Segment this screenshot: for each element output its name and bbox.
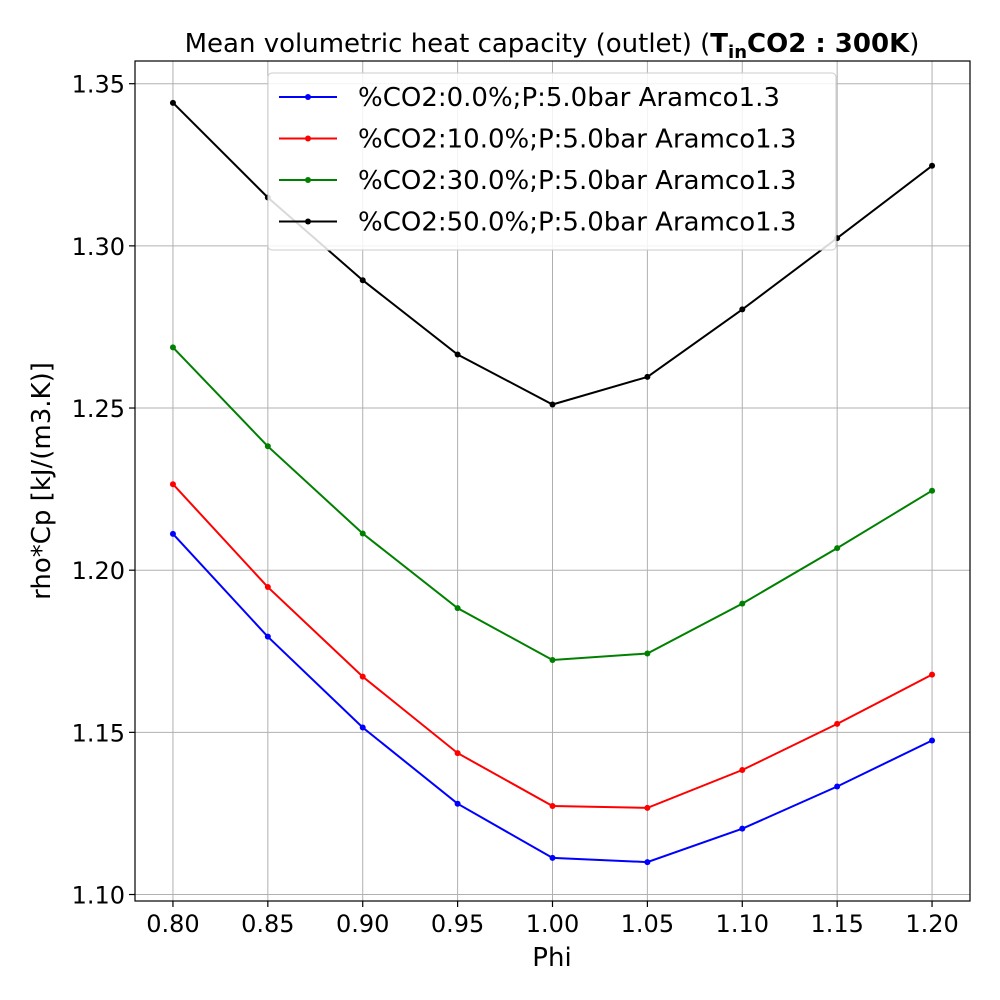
- series-2: [169, 344, 936, 664]
- series-0: [169, 530, 936, 866]
- legend-label: %CO2:10.0%;P:5.0bar Aramco1.3: [358, 125, 796, 155]
- y-tick-label: 1.30: [72, 233, 125, 261]
- legend-item: %CO2:50.0%;P:5.0bar Aramco1.3: [279, 208, 796, 238]
- series-1: [169, 481, 936, 811]
- data-point: [644, 373, 651, 380]
- data-point: [454, 750, 461, 757]
- chart-title-bold-main: T: [710, 29, 728, 59]
- data-point: [834, 545, 841, 552]
- data-point: [644, 650, 651, 657]
- data-point: [644, 859, 651, 866]
- data-point: [264, 633, 271, 640]
- data-point: [644, 804, 651, 811]
- x-tick-label: 0.90: [336, 910, 389, 938]
- x-tick-label: 1.05: [621, 910, 674, 938]
- data-point: [454, 351, 461, 358]
- data-point: [549, 854, 556, 861]
- legend-label: %CO2:50.0%;P:5.0bar Aramco1.3: [358, 208, 796, 238]
- legend-label: %CO2:30.0%;P:5.0bar Aramco1.3: [358, 166, 796, 196]
- data-point: [834, 720, 841, 727]
- data-point: [169, 481, 176, 488]
- legend: %CO2:0.0%;P:5.0bar Aramco1.3 %CO2:10.0%;P…: [267, 72, 837, 251]
- y-tick-label: 1.35: [72, 71, 125, 99]
- legend-marker: [305, 94, 311, 100]
- axis-ticks: 0.80 0.85 0.90 0.95 1.00 1.05 1.10 1.15 1.20 1.10…: [72, 71, 959, 938]
- data-point: [169, 344, 176, 351]
- data-point: [454, 605, 461, 612]
- chart-title-bold-rest: CO2 : 300K: [747, 29, 910, 59]
- chart-title-suffix: ): [909, 29, 919, 59]
- chart-title-bold-sub: in: [728, 42, 747, 63]
- x-tick-label: 0.85: [241, 910, 294, 938]
- data-point: [739, 825, 746, 832]
- chart-title: Mean volumetric heat capacity (outlet) (…: [185, 29, 920, 63]
- data-point: [739, 306, 746, 313]
- legend-marker: [305, 135, 311, 142]
- legend-label: %CO2:0.0%;P:5.0bar Aramco1.3: [358, 83, 780, 113]
- data-point: [929, 487, 936, 494]
- x-tick-label: 1.20: [905, 910, 958, 938]
- data-point: [549, 401, 556, 408]
- data-point: [549, 657, 556, 664]
- x-tick-label: 0.80: [146, 910, 199, 938]
- legend-marker: [305, 218, 311, 225]
- chart-title-prefix: Mean volumetric heat capacity (outlet) (: [185, 29, 711, 59]
- y-tick-label: 1.25: [72, 395, 125, 423]
- data-point: [834, 783, 841, 790]
- y-tick-label: 1.10: [72, 882, 125, 910]
- data-point: [359, 724, 366, 731]
- x-axis-label: Phi: [532, 943, 571, 973]
- data-point: [929, 737, 936, 744]
- legend-box: [267, 72, 837, 251]
- data-point: [739, 600, 746, 607]
- y-axis-label: rho*Cp [kJ/(m3.K)]: [27, 362, 57, 600]
- legend-item: %CO2:0.0%;P:5.0bar Aramco1.3: [279, 83, 780, 113]
- legend-item: %CO2:10.0%;P:5.0bar Aramco1.3: [279, 125, 796, 155]
- data-point: [264, 584, 271, 591]
- data-point: [359, 673, 366, 680]
- data-point: [929, 162, 936, 169]
- x-tick-label: 1.15: [810, 910, 863, 938]
- data-point: [169, 530, 176, 537]
- data-point: [454, 800, 461, 807]
- x-tick-label: 1.10: [716, 910, 769, 938]
- data-point: [929, 671, 936, 678]
- data-point: [359, 277, 366, 284]
- series-layer: [169, 99, 936, 866]
- data-point: [739, 766, 746, 773]
- legend-item: %CO2:30.0%;P:5.0bar Aramco1.3: [279, 166, 796, 196]
- legend-marker: [305, 177, 311, 183]
- x-tick-label: 1.00: [526, 910, 579, 938]
- y-tick-label: 1.20: [72, 557, 125, 585]
- data-point: [264, 443, 271, 450]
- x-tick-label: 0.95: [431, 910, 484, 938]
- data-point: [359, 530, 366, 537]
- y-tick-label: 1.15: [72, 719, 125, 747]
- data-point: [169, 99, 176, 106]
- data-point: [549, 802, 556, 809]
